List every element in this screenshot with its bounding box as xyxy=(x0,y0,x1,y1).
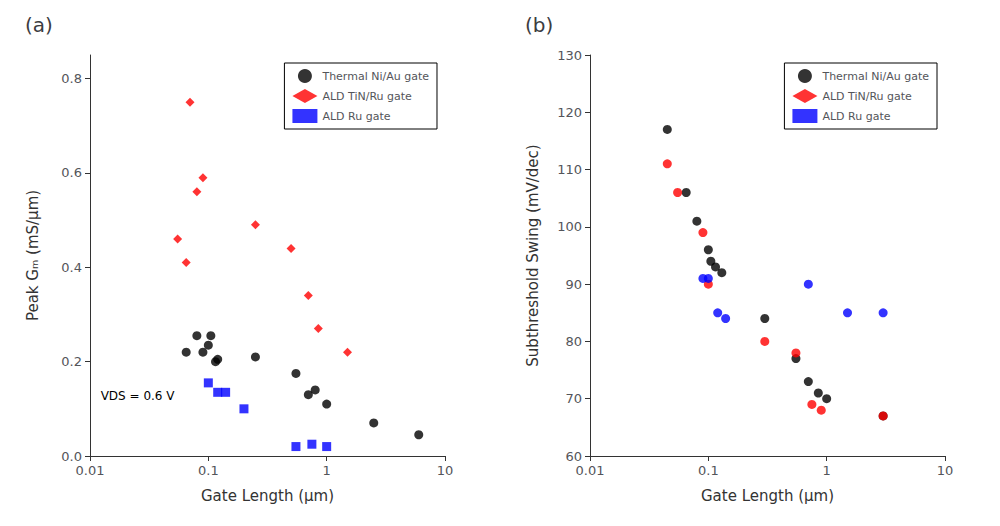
svg-text:1: 1 xyxy=(323,463,331,478)
svg-text:VDS = 0.6 V: VDS = 0.6 V xyxy=(101,389,176,403)
svg-text:0.6: 0.6 xyxy=(61,165,82,180)
svg-text:ALD Ru gate: ALD Ru gate xyxy=(822,110,890,123)
svg-text:70: 70 xyxy=(565,391,582,406)
svg-text:ALD Ru gate: ALD Ru gate xyxy=(322,110,390,123)
svg-text:110: 110 xyxy=(557,162,582,177)
svg-text:Peak Gₘ (mS/μm): Peak Gₘ (mS/μm) xyxy=(24,190,42,321)
svg-text:0.01: 0.01 xyxy=(76,463,105,478)
svg-text:Gate Length (μm): Gate Length (μm) xyxy=(701,487,834,505)
svg-text:0.2: 0.2 xyxy=(61,354,82,369)
svg-text:0.01: 0.01 xyxy=(576,463,605,478)
svg-text:10: 10 xyxy=(437,463,454,478)
svg-text:100: 100 xyxy=(557,219,582,234)
svg-text:Thermal Ni/Au gate: Thermal Ni/Au gate xyxy=(321,70,429,83)
svg-text:90: 90 xyxy=(565,277,582,292)
svg-text:Subthreshold Swing (mV/dec): Subthreshold Swing (mV/dec) xyxy=(524,144,542,366)
svg-text:ALD TiN/Ru gate: ALD TiN/Ru gate xyxy=(822,90,912,103)
svg-text:0.1: 0.1 xyxy=(698,463,719,478)
svg-text:ALD TiN/Ru gate: ALD TiN/Ru gate xyxy=(322,90,412,103)
svg-text:80: 80 xyxy=(565,334,582,349)
svg-text:1: 1 xyxy=(823,463,831,478)
svg-text:0.0: 0.0 xyxy=(61,449,82,464)
svg-text:Gate Length (μm): Gate Length (μm) xyxy=(201,487,334,505)
svg-text:60: 60 xyxy=(565,449,582,464)
svg-text:0.1: 0.1 xyxy=(198,463,219,478)
svg-text:10: 10 xyxy=(937,463,954,478)
svg-text:(a): (a) xyxy=(25,13,53,37)
svg-text:(b): (b) xyxy=(525,13,553,37)
svg-text:120: 120 xyxy=(557,105,582,120)
svg-text:130: 130 xyxy=(557,48,582,63)
svg-text:0.8: 0.8 xyxy=(61,71,82,86)
svg-text:Thermal Ni/Au gate: Thermal Ni/Au gate xyxy=(821,70,929,83)
svg-text:0.4: 0.4 xyxy=(61,260,82,275)
